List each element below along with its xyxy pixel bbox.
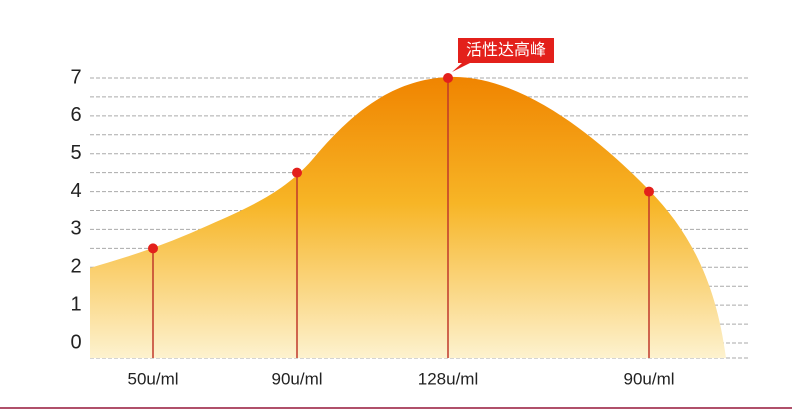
x-tick-label: 128u/ml: [418, 369, 478, 388]
annotation: 活性达高峰: [452, 38, 554, 72]
y-tick-label: 0: [70, 331, 81, 353]
point: [292, 167, 302, 178]
annotation-pointer: [452, 63, 470, 72]
x-tick-label: 90u/ml: [623, 369, 674, 388]
y-tick-label: 2: [70, 256, 81, 278]
point: [644, 186, 654, 197]
annotation-text: 活性达高峰: [466, 41, 546, 59]
y-tick-label: 1: [70, 293, 81, 315]
y-tick-label: 3: [70, 218, 81, 240]
x-tick-label: 50u/ml: [127, 369, 178, 388]
marks: 50u/ml 90u/ml 128u/ml 90u/ml: [127, 73, 675, 388]
x-tick-label: 90u/ml: [271, 369, 322, 388]
point: [148, 243, 158, 254]
annotation-box: [458, 38, 554, 63]
y-tick-label: 5: [70, 142, 81, 164]
y-tick-label: 4: [70, 180, 81, 202]
activity-curve: [90, 76, 726, 359]
y-tick-label: 6: [70, 104, 81, 126]
y-tick-label: 7: [70, 66, 81, 88]
point: [443, 73, 453, 83]
